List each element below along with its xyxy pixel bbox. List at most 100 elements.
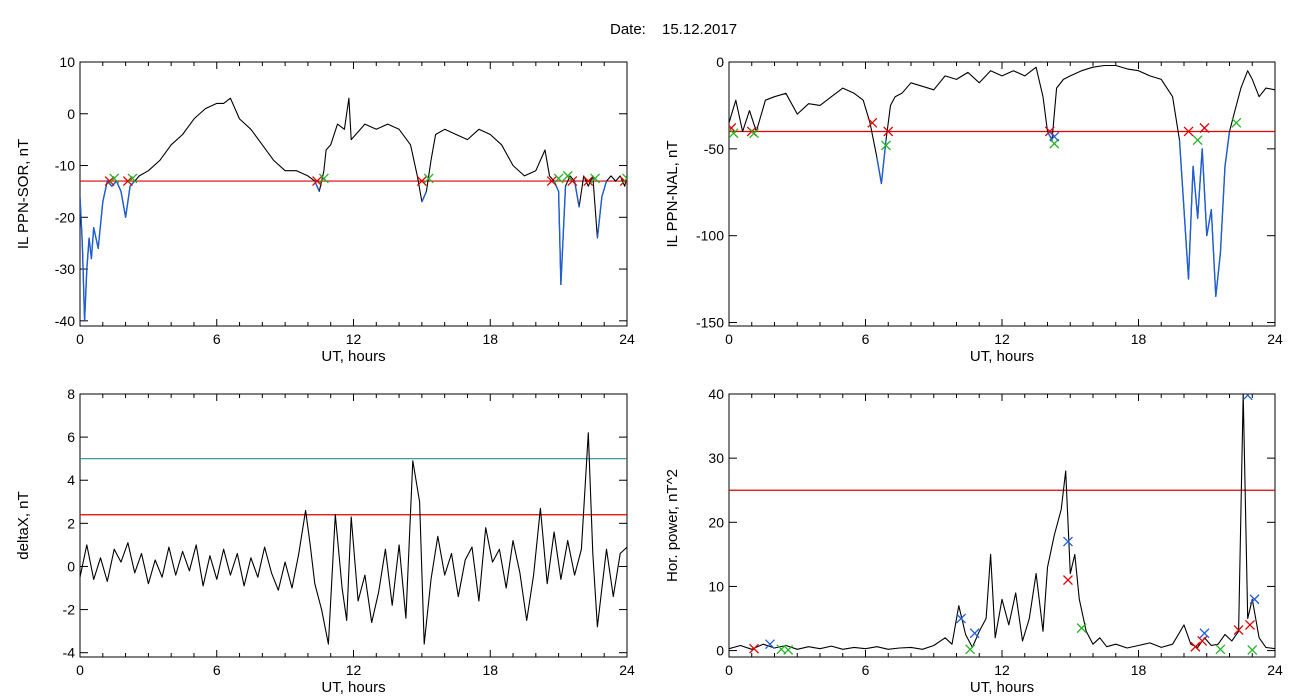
cross-marker bbox=[1197, 636, 1208, 646]
x-tick-label: 12 bbox=[994, 662, 1010, 678]
x-tick-label: 0 bbox=[725, 662, 733, 678]
y-tick-label: -20 bbox=[55, 209, 75, 225]
chart-p4: 0 6 12 18 24 40 30 20 10 0 UT, hours Hor. power, nT… bbox=[664, 386, 1283, 696]
cross-marker bbox=[956, 613, 967, 624]
y-tick-label: 6 bbox=[67, 429, 75, 445]
y-tick-label: -150 bbox=[696, 315, 724, 331]
x-tick-label: 24 bbox=[1267, 331, 1283, 347]
cross-marker bbox=[1190, 641, 1201, 652]
cross-marker bbox=[867, 117, 878, 128]
data-line bbox=[729, 394, 1275, 650]
cross-marker bbox=[1063, 575, 1073, 585]
x-tick-label: 24 bbox=[1267, 662, 1283, 678]
cross-marker bbox=[423, 173, 434, 184]
cross-marker bbox=[1192, 135, 1203, 146]
cross-marker bbox=[1249, 594, 1260, 605]
cross-marker bbox=[122, 176, 133, 187]
cross-marker bbox=[749, 128, 759, 139]
x-tick-label: 6 bbox=[213, 662, 221, 678]
x-axis-title: UT, hours bbox=[321, 679, 385, 696]
date-label: Date: bbox=[610, 21, 646, 38]
cross-marker bbox=[1215, 644, 1226, 655]
data-line bbox=[80, 432, 627, 645]
below-threshold-segment bbox=[596, 180, 608, 239]
chart-p3: 0 6 12 18 24 8 6 4 2 0 -2 -4 UT, hours deltaX, nT bbox=[15, 386, 635, 696]
y-tick-label: -100 bbox=[696, 228, 724, 244]
plot-area bbox=[80, 97, 627, 322]
x-tick-label: 0 bbox=[725, 331, 733, 347]
x-tick-label: 6 bbox=[862, 331, 870, 347]
y-tick-label: 0 bbox=[67, 106, 75, 122]
cross-marker bbox=[312, 176, 322, 187]
cross-marker bbox=[622, 173, 627, 184]
y-tick-label: 40 bbox=[708, 386, 724, 402]
y-tick-label: 4 bbox=[67, 472, 75, 488]
x-tick-label: 18 bbox=[1131, 662, 1147, 678]
y-axis-title: deltaX, nT bbox=[15, 491, 32, 559]
x-tick-label: 12 bbox=[346, 662, 362, 678]
x-tick-label: 24 bbox=[619, 331, 635, 347]
cross-marker bbox=[1049, 131, 1060, 142]
cross-marker bbox=[1199, 123, 1210, 133]
cross-marker bbox=[1076, 623, 1087, 634]
y-axis-title: Hor. power, nT^2 bbox=[664, 469, 681, 582]
y-tick-label: 30 bbox=[708, 450, 724, 466]
cross-marker bbox=[318, 173, 329, 184]
below-threshold-segment bbox=[573, 180, 580, 208]
y-tick-label: -4 bbox=[63, 645, 76, 661]
cross-marker bbox=[749, 643, 759, 654]
cross-marker bbox=[109, 173, 120, 184]
x-tick-label: 0 bbox=[76, 331, 84, 347]
y-axis-title: IL PPN-NAL, nT bbox=[664, 141, 681, 248]
cross-marker bbox=[969, 628, 980, 639]
x-tick-label: 6 bbox=[862, 662, 870, 678]
plot-area bbox=[729, 64, 1275, 298]
x-tick-label: 6 bbox=[213, 331, 221, 347]
below-threshold-segment bbox=[80, 179, 136, 321]
x-axis-title: UT, hours bbox=[970, 679, 1034, 696]
cross-marker bbox=[1183, 126, 1194, 137]
cross-marker bbox=[729, 128, 739, 139]
x-axis-title: UT, hours bbox=[321, 348, 385, 365]
cross-marker bbox=[562, 170, 573, 181]
chart-p1: 0 6 12 18 24 10 0 -10 -20 -30 -40 UT, hours IL PPN-S… bbox=[15, 54, 635, 365]
y-tick-label: 10 bbox=[59, 54, 75, 70]
y-tick-label: 2 bbox=[67, 515, 75, 531]
y-tick-label: -2 bbox=[63, 602, 76, 618]
figure-title: Date: 15.12.2017 bbox=[610, 21, 737, 38]
x-tick-label: 18 bbox=[482, 662, 498, 678]
cross-marker bbox=[1247, 644, 1258, 655]
cross-marker bbox=[416, 176, 427, 187]
cross-marker bbox=[729, 123, 737, 133]
date-value: 15.12.2017 bbox=[662, 21, 737, 38]
cross-marker bbox=[553, 173, 564, 184]
y-tick-label: 20 bbox=[708, 514, 724, 530]
y-tick-label: 0 bbox=[67, 558, 75, 574]
plot-frame bbox=[79, 393, 628, 658]
y-tick-label: -30 bbox=[55, 261, 75, 277]
x-tick-label: 0 bbox=[76, 662, 84, 678]
cross-marker bbox=[583, 176, 594, 187]
plot-frame bbox=[728, 393, 1276, 658]
cross-marker bbox=[883, 126, 894, 137]
below-threshold-segment bbox=[553, 180, 567, 285]
y-tick-label: 0 bbox=[716, 643, 724, 659]
y-tick-label: 8 bbox=[67, 386, 75, 402]
cross-marker bbox=[590, 173, 601, 184]
cross-marker bbox=[1063, 536, 1073, 547]
cross-marker bbox=[1233, 625, 1244, 636]
below-threshold-segment bbox=[876, 140, 887, 184]
x-tick-label: 12 bbox=[994, 331, 1010, 347]
chart-p2: 0 6 12 18 24 0 -50 -100 -150 UT, hours IL PPN-NAL,… bbox=[664, 54, 1283, 365]
plot-frame bbox=[79, 61, 628, 327]
cross-marker bbox=[546, 176, 557, 187]
plot-frame bbox=[728, 61, 1276, 327]
cross-marker bbox=[881, 140, 891, 151]
y-tick-label: -50 bbox=[704, 141, 724, 157]
y-tick-label: 0 bbox=[716, 54, 724, 70]
x-tick-label: 24 bbox=[619, 662, 635, 678]
cross-marker bbox=[1242, 394, 1253, 401]
cross-marker bbox=[1049, 138, 1060, 149]
